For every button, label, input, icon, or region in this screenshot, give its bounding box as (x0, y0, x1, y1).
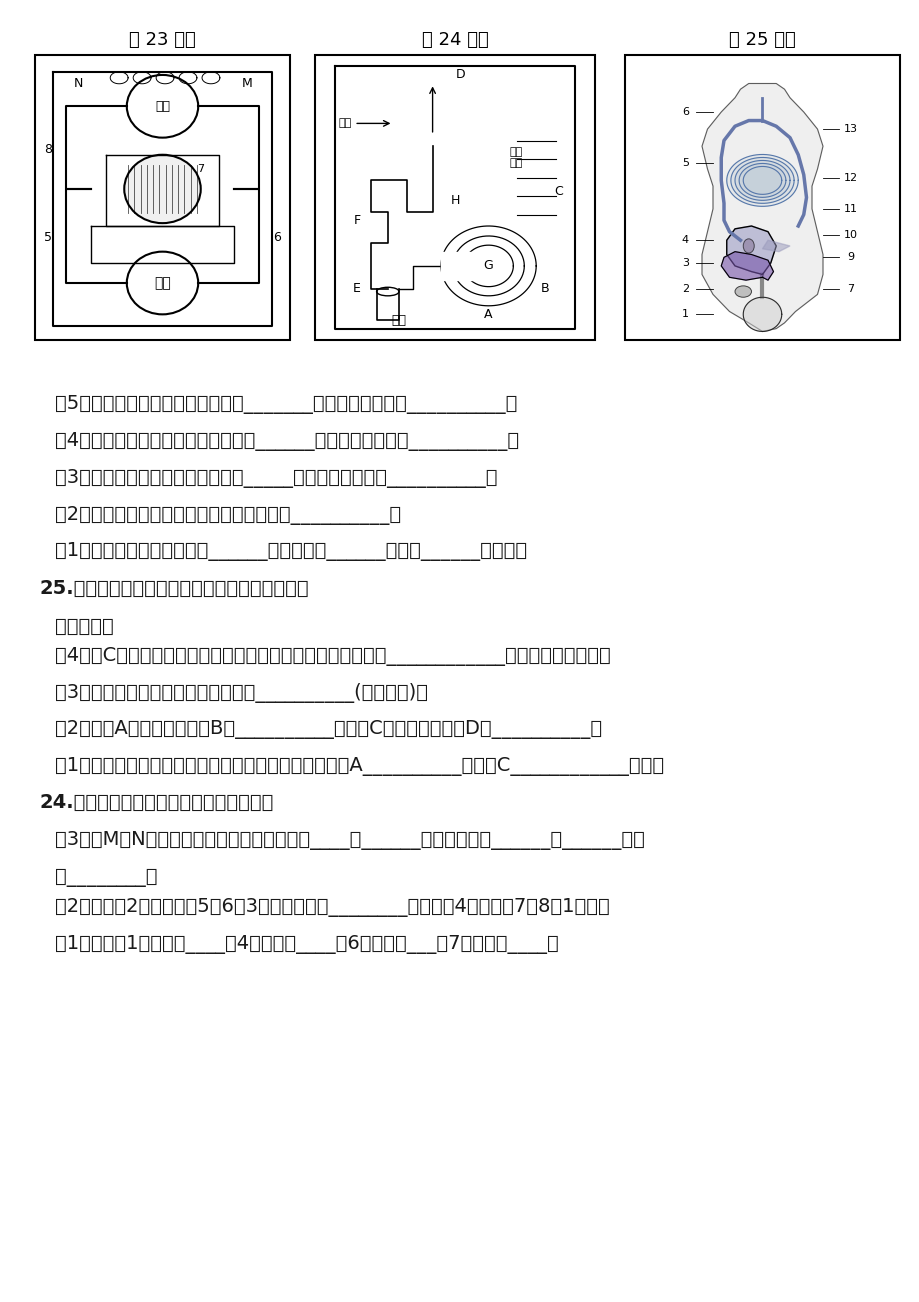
Text: 第 23 题图: 第 23 题图 (129, 31, 195, 49)
Ellipse shape (124, 155, 200, 223)
Text: 肺泡: 肺泡 (154, 276, 171, 290)
Text: B: B (539, 283, 549, 296)
Text: 3: 3 (681, 258, 688, 268)
Text: （1）最大的消化腺是「　」______，它能分泌______，促进______的消化。: （1）最大的消化腺是「 」______，它能分泌______，促进______的… (55, 542, 527, 561)
Text: 6: 6 (273, 230, 281, 243)
Text: （4）蛋白质开始消化的部位是「　」______，其最终被分解为__________；: （4）蛋白质开始消化的部位是「 」______，其最终被分解为_________… (55, 432, 518, 450)
Ellipse shape (734, 286, 751, 297)
Text: G: G (483, 259, 493, 272)
Text: （1）图中的1所指的是____，4所指的是____，6所指的是___，7所指的是____。: （1）图中的1所指的是____，4所指的是____，6所指的是___，7所指的是… (55, 935, 558, 954)
Text: 叫________。: 叫________。 (55, 868, 157, 887)
Ellipse shape (376, 288, 399, 296)
Text: 第 24 题图: 第 24 题图 (421, 31, 488, 49)
Text: M: M (241, 77, 252, 90)
Text: 血浆: 血浆 (391, 314, 406, 327)
Polygon shape (730, 158, 793, 203)
Text: 25.如图是消化系统模式图，请根据图回答问题：: 25.如图是消化系统模式图，请根据图回答问题： (40, 579, 310, 598)
Text: 12: 12 (843, 173, 857, 182)
Text: 24.如图是尿的形成示意图，请据图回答：: 24.如图是尿的形成示意图，请据图回答： (40, 793, 274, 812)
Text: 血液: 血液 (338, 118, 351, 129)
Text: 组织: 组织 (154, 100, 170, 113)
Polygon shape (734, 160, 789, 201)
Text: （2）通过A过程形成的液体B为__________，通过C过程形成的液体D为__________。: （2）通过A过程形成的液体B为__________，通过C过程形成的液体D为__… (55, 720, 601, 740)
Text: （2）血液〔2射出，流经5、6到3的循环途经叫________；血液〔4射出流经7、8至1的途径: （2）血液〔2射出，流经5、6到3的循环途经叫________；血液〔4射出流经… (55, 898, 609, 917)
Text: （3）两端都连接毛细血管的是图中的__________(填写名称)。: （3）两端都连接毛细血管的是图中的__________(填写名称)。 (55, 684, 427, 703)
Text: D: D (455, 69, 465, 82)
Bar (35, 55, 289, 340)
Text: 6: 6 (681, 107, 688, 117)
Text: C: C (553, 185, 562, 198)
Polygon shape (720, 251, 773, 280)
Text: 10: 10 (843, 229, 857, 240)
Text: 11: 11 (843, 204, 857, 214)
Text: F: F (353, 214, 360, 227)
Text: 4: 4 (681, 236, 688, 245)
Text: A: A (483, 307, 493, 320)
Text: 7: 7 (197, 164, 204, 174)
Polygon shape (743, 297, 781, 332)
Text: 到血液里。: 到血液里。 (55, 617, 114, 635)
Text: 毛细
血管: 毛细 血管 (509, 147, 523, 168)
Text: H: H (449, 194, 460, 207)
Text: 第 25 题图: 第 25 题图 (728, 31, 795, 49)
Text: （2）消化食物和吸收营养物质的主要场所是__________。: （2）消化食物和吸收营养物质的主要场所是__________。 (55, 506, 401, 525)
Polygon shape (738, 164, 785, 198)
Text: （1）在尿的形成过程中要经过两个作用过程，即图中的A__________作用和C____________作用。: （1）在尿的形成过程中要经过两个作用过程，即图中的A__________作用和C… (55, 756, 664, 776)
Text: 2: 2 (681, 284, 688, 294)
Text: （4）在C过程中，对人体有用的物质，如大部分的水、全部的____________和部分无机盐被送回: （4）在C过程中，对人体有用的物质，如大部分的水、全部的____________… (55, 647, 610, 667)
Text: 5: 5 (681, 159, 688, 168)
Text: （5）脂肪开始消化的部位是「　」_______，其最终被分解为__________。: （5）脂肪开始消化的部位是「 」_______，其最终被分解为_________… (55, 395, 516, 414)
Ellipse shape (743, 238, 754, 253)
Polygon shape (726, 155, 798, 206)
Text: （3）由M到N处，血液成分发生了变化，含氧____的______血变成了含氧______的______血。: （3）由M到N处，血液成分发生了变化，含氧____的______血变成了含氧__… (55, 831, 644, 850)
Text: 7: 7 (846, 284, 853, 294)
Text: 5: 5 (44, 230, 51, 243)
Polygon shape (743, 167, 781, 194)
Bar (624, 55, 899, 340)
Polygon shape (701, 83, 823, 332)
Text: 13: 13 (843, 124, 857, 134)
Polygon shape (726, 227, 776, 275)
Bar (314, 55, 595, 340)
Text: N: N (74, 77, 83, 90)
Text: 8: 8 (44, 142, 51, 155)
Text: 9: 9 (846, 253, 853, 262)
Polygon shape (762, 241, 789, 251)
Text: 1: 1 (681, 310, 688, 319)
Text: E: E (353, 283, 360, 296)
Polygon shape (440, 251, 488, 280)
Text: （3）淠粉开始消化的部位是「　」_____，其最终被分解为__________；: （3）淠粉开始消化的部位是「 」_____，其最终被分解为__________； (55, 469, 497, 488)
